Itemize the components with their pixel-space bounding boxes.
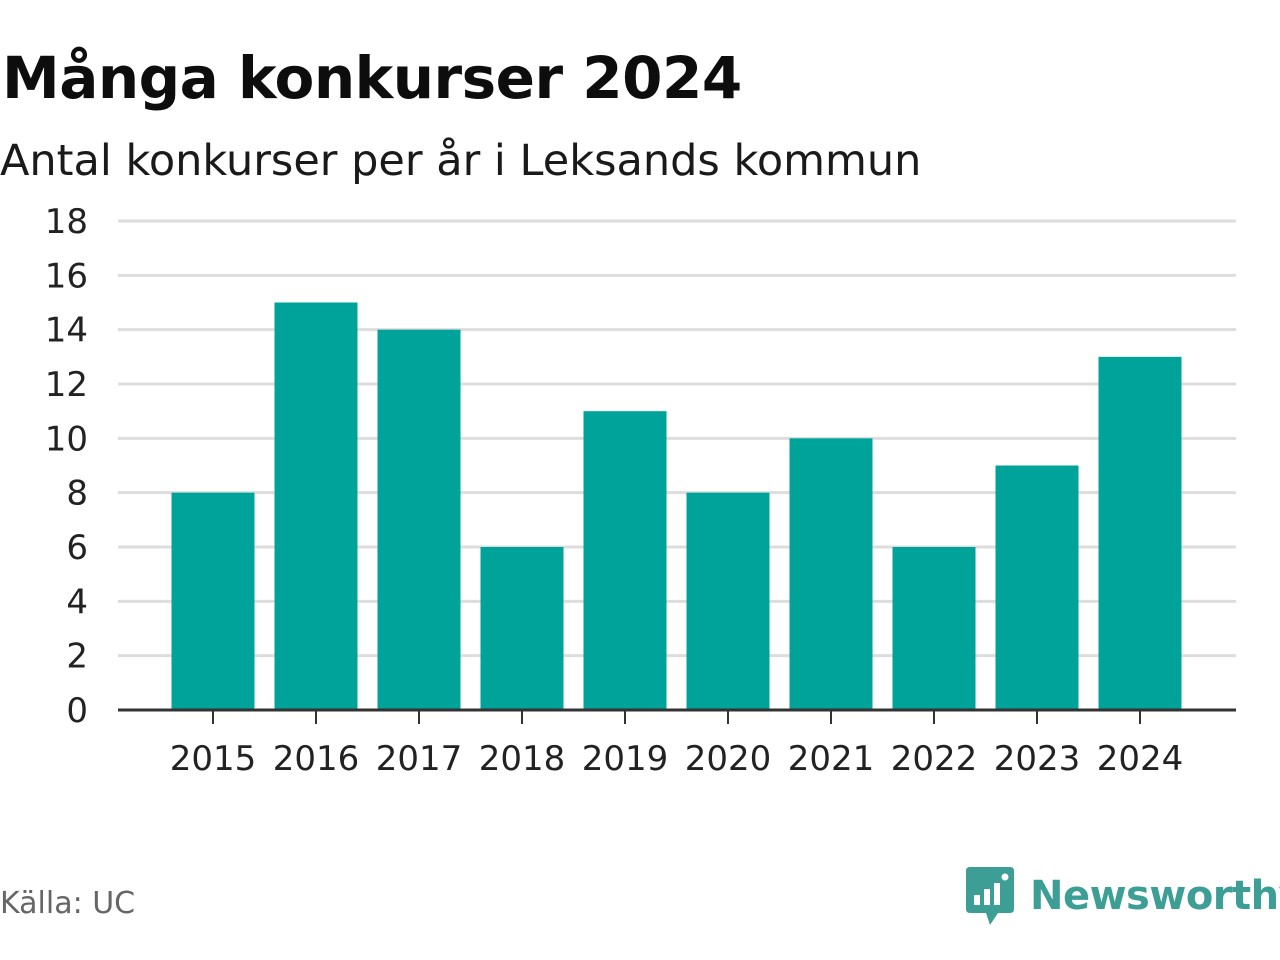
bar-chart: 0 2 4 6 8 10 12 14 16 18 2015 2016 2017 2018 2019 2020… [45, 202, 1236, 779]
y-tick-label: 4 [66, 582, 88, 622]
x-tick-label: 2018 [479, 739, 566, 779]
y-tick-label: 12 [45, 365, 88, 405]
y-axis-ticks: 0 2 4 6 8 10 12 14 16 18 [45, 202, 88, 731]
brand-name: Newsworthy [1030, 873, 1280, 919]
y-tick-label: 2 [66, 637, 88, 677]
x-tick-label: 2015 [170, 739, 257, 779]
y-tick-label: 16 [45, 256, 88, 296]
bar-2015 [171, 492, 255, 710]
y-tick-label: 8 [66, 474, 88, 514]
bar-2018 [480, 547, 564, 710]
bar-2020 [686, 492, 770, 710]
chart-title: Många konkurser 2024 [2, 44, 742, 112]
x-tick-label: 2022 [891, 739, 978, 779]
bars [171, 302, 1182, 710]
brand-logo: Newsworthy [964, 864, 1280, 928]
x-tick-label: 2021 [788, 739, 875, 779]
y-tick-label: 0 [66, 691, 88, 731]
x-tick-label: 2023 [994, 739, 1081, 779]
bar-2023 [995, 465, 1079, 710]
source-note: Källa: UC [0, 886, 136, 921]
y-tick-label: 18 [45, 202, 88, 242]
bar-2024 [1098, 356, 1182, 710]
x-tick-label: 2019 [582, 739, 669, 779]
bar-2021 [789, 438, 873, 710]
y-tick-label: 6 [66, 528, 88, 568]
y-tick-label: 14 [45, 311, 88, 351]
x-axis-ticks: 2015 2016 2017 2018 2019 2020 2021 2022 2023 2024 [170, 710, 1184, 779]
bar-2016 [274, 302, 358, 710]
newsworthy-logo-icon [966, 867, 1014, 925]
x-tick-label: 2024 [1097, 739, 1184, 779]
x-tick-label: 2017 [376, 739, 463, 779]
x-tick-label: 2016 [273, 739, 360, 779]
x-tick-label: 2020 [685, 739, 772, 779]
bar-2019 [583, 411, 667, 710]
y-tick-label: 10 [45, 419, 88, 459]
chart-subtitle: Antal konkurser per år i Leksands kommun [0, 136, 922, 186]
bar-2022 [892, 547, 976, 710]
bar-2017 [377, 329, 461, 710]
